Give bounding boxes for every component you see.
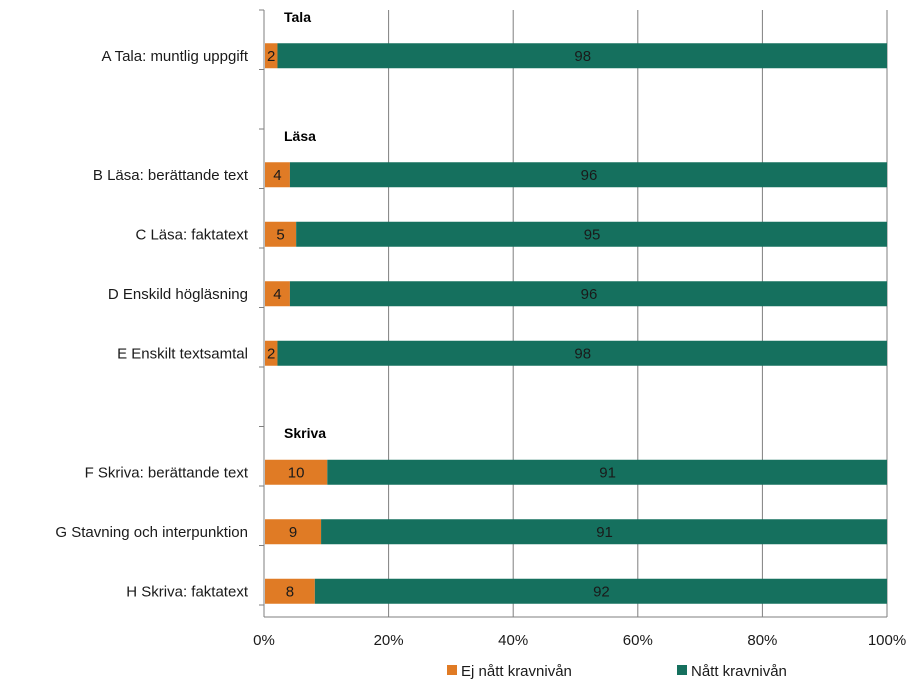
- bar-ej-natt: [265, 340, 278, 366]
- category-label: E Enskilt textsamtal: [117, 345, 248, 362]
- bar-natt: [277, 340, 888, 366]
- category-label: H Skriva: faktatext: [126, 583, 249, 600]
- data-label-ej-natt: 2: [267, 345, 275, 362]
- bar-ej-natt: [265, 221, 297, 247]
- data-label-ej-natt: 2: [267, 48, 275, 65]
- data-label-natt: 96: [581, 286, 598, 303]
- x-tick-label: 60%: [623, 632, 653, 649]
- data-label-natt: 98: [574, 345, 591, 362]
- bar-natt: [289, 281, 887, 307]
- bar-natt: [327, 459, 887, 485]
- category-label: G Stavning och interpunktion: [55, 524, 248, 541]
- data-label-ej-natt: 9: [289, 524, 297, 541]
- bar-natt: [314, 578, 888, 604]
- data-label-ej-natt: 4: [273, 286, 281, 303]
- bar-natt: [277, 43, 888, 69]
- bar-natt: [289, 162, 887, 188]
- data-label-ej-natt: 10: [288, 464, 305, 481]
- x-tick-label: 0%: [253, 632, 275, 649]
- x-tick-label: 20%: [374, 632, 404, 649]
- legend-swatch: [447, 665, 457, 675]
- bar-natt: [296, 221, 887, 247]
- bar-ej-natt: [265, 162, 290, 188]
- x-tick-label: 40%: [498, 632, 528, 649]
- data-label-natt: 98: [574, 48, 591, 65]
- category-label: B Läsa: berättande text: [93, 167, 249, 184]
- bar-natt: [321, 519, 887, 545]
- category-label: C Läsa: faktatext: [135, 226, 248, 243]
- category-label: F Skriva: berättande text: [85, 464, 249, 481]
- data-label-natt: 91: [596, 524, 613, 541]
- data-label-natt: 96: [581, 167, 598, 184]
- data-label-natt: 92: [593, 583, 610, 600]
- group-label: Tala: [284, 9, 311, 25]
- group-label: Skriva: [284, 425, 326, 441]
- bar-ej-natt: [265, 519, 322, 545]
- data-label-natt: 95: [584, 226, 601, 243]
- data-label-ej-natt: 5: [276, 226, 284, 243]
- bar-ej-natt: [265, 578, 315, 604]
- category-label: A Tala: muntlig uppgift: [102, 48, 249, 65]
- legend-swatch: [677, 665, 687, 675]
- legend-label: Ej nått kravnivån: [461, 663, 572, 680]
- bar-ej-natt: [265, 43, 278, 69]
- group-label: Läsa: [284, 128, 316, 144]
- bar-ej-natt: [265, 459, 328, 485]
- category-label: D Enskild högläsning: [108, 286, 248, 303]
- data-label-ej-natt: 8: [286, 583, 294, 600]
- data-label-ej-natt: 4: [273, 167, 281, 184]
- legend-label: Nått kravnivån: [691, 663, 787, 680]
- x-tick-label: 80%: [747, 632, 777, 649]
- data-label-natt: 91: [599, 464, 616, 481]
- x-tick-label: 100%: [868, 632, 906, 649]
- bar-ej-natt: [265, 281, 290, 307]
